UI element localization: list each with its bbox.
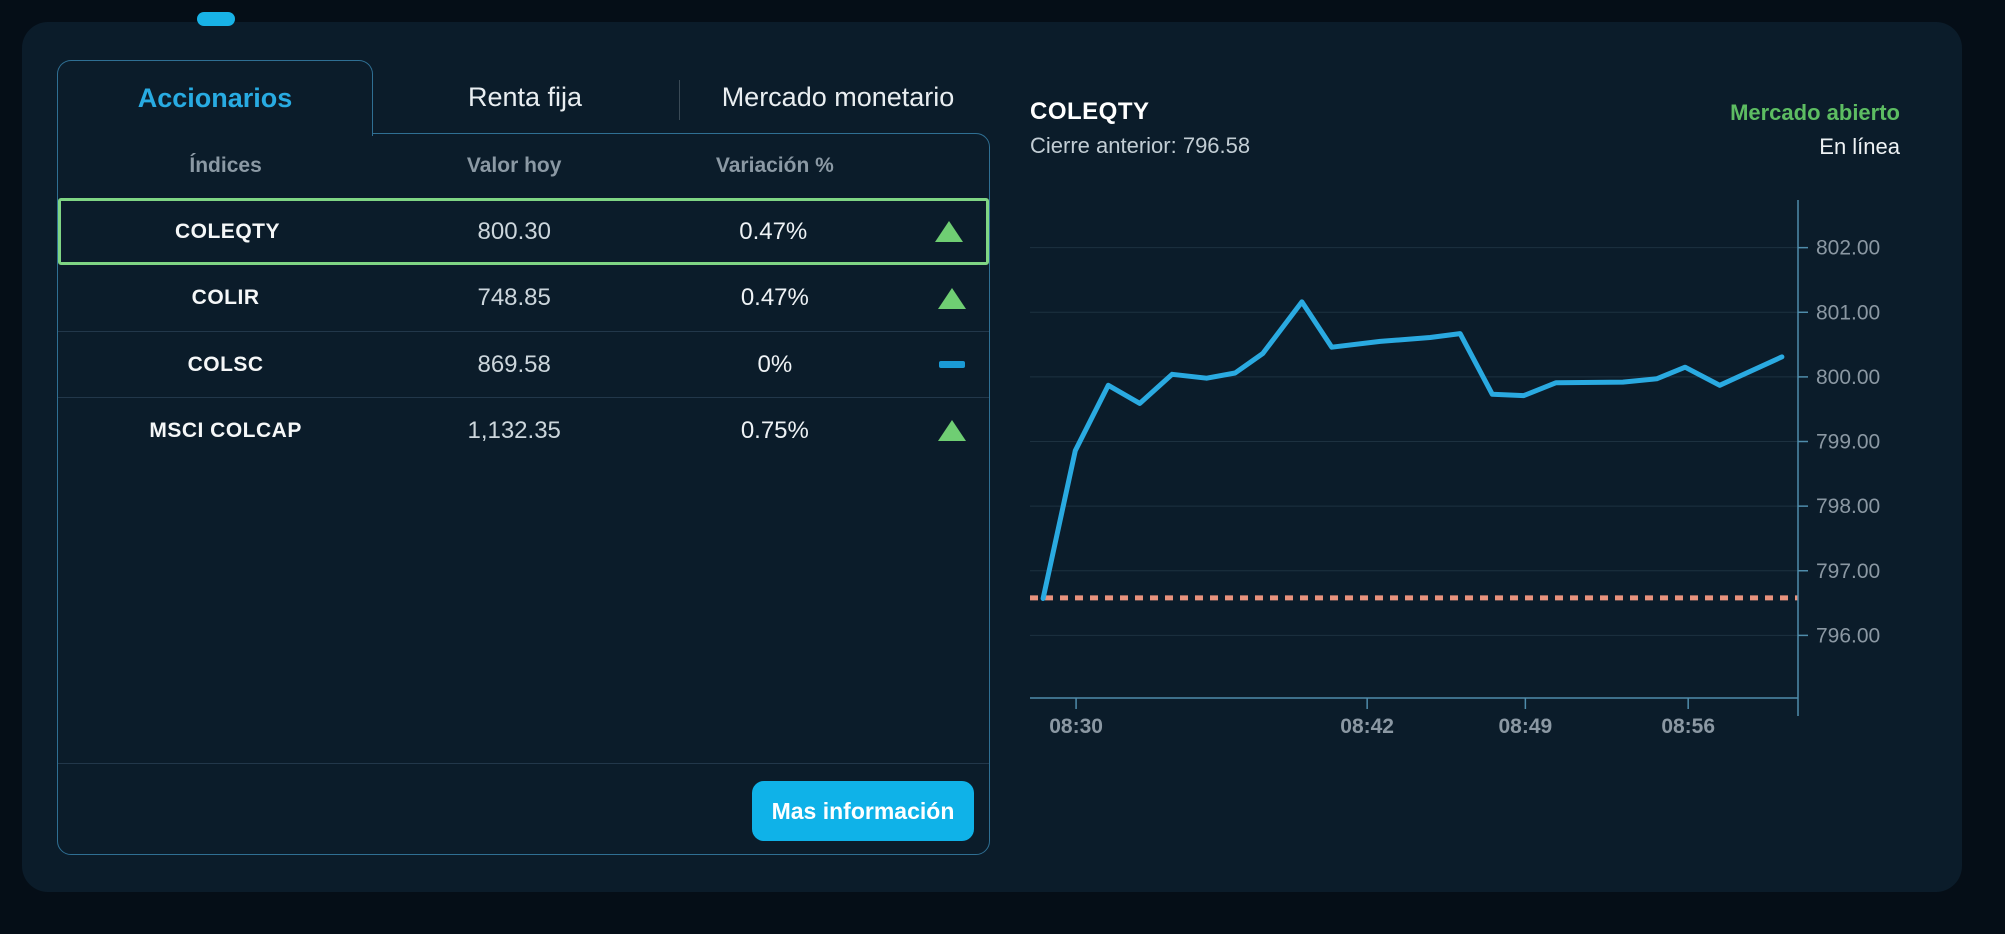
index-variation: 0.47%	[739, 217, 808, 245]
tab-divider	[679, 80, 680, 120]
indices-table: COLEQTY 800.30 0.47% COLIR 748.85 0.47% COLSC 8…	[58, 198, 989, 463]
tab-mercado-monetario-label: Mercado monetario	[721, 82, 955, 112]
y-tick-label: 799.00	[1816, 431, 1880, 454]
y-tick-label: 796.00	[1816, 624, 1880, 647]
market-status-block: Mercado abierto En línea	[1730, 100, 1900, 160]
previous-close-text: Cierre anterior: 796.58	[1030, 133, 1251, 158]
y-tick-label: 800.00	[1816, 366, 1880, 389]
trend-flat-icon	[938, 361, 965, 368]
table-row-colsc[interactable]: COLSC 869.58 0%	[58, 331, 989, 397]
y-tick-label: 801.00	[1816, 301, 1880, 324]
x-tick-label: 08:42	[1340, 715, 1394, 738]
y-tick-label: 798.00	[1816, 495, 1880, 518]
tab-renta-fija-label: Renta fija	[467, 82, 583, 112]
index-trend-cell	[912, 221, 986, 242]
table-header-row: Índices Valor hoy Variación %	[58, 134, 989, 198]
header-indices: Índices	[189, 154, 262, 177]
chart-symbol: COLEQTY	[1030, 98, 1150, 125]
tab-accionarios-label: Accionarios	[137, 83, 293, 113]
x-tick-label: 08:56	[1661, 715, 1715, 738]
index-variation: 0.47%	[740, 284, 809, 311]
x-tick-label: 08:30	[1049, 715, 1103, 738]
index-value: 869.58	[477, 350, 551, 378]
market-status: Mercado abierto	[1730, 100, 1900, 125]
table-row-colir[interactable]: COLIR 748.85 0.47%	[58, 265, 989, 331]
price-line	[1040, 299, 1785, 601]
index-value: 1,132.35	[467, 416, 561, 444]
index-name: COLIR	[191, 286, 260, 309]
header-valor-hoy: Valor hoy	[466, 154, 562, 177]
chart-title-block: COLEQTY Cierre anterior: 796.58	[1030, 98, 1250, 159]
index-variation: 0.75%	[740, 416, 809, 444]
index-trend-cell	[915, 420, 989, 441]
tab-mercado-monetario[interactable]: Mercado monetario	[682, 60, 994, 135]
top-tab-indicator	[197, 12, 235, 26]
tab-renta-fija[interactable]: Renta fija	[395, 60, 655, 135]
header-variacion: Variación %	[715, 154, 834, 177]
trend-up-icon	[935, 221, 963, 242]
table-row-coleqty[interactable]: COLEQTY 800.30 0.47%	[58, 198, 989, 265]
table-row-msci-colcap[interactable]: MSCI COLCAP 1,132.35 0.75%	[58, 397, 989, 463]
index-variation: 0%	[757, 350, 793, 378]
intraday-line-chart: 802.00 801.00 800.00 799.00 798.00 797.00 796.…	[1030, 200, 1880, 738]
connection-status: En línea	[1819, 134, 1900, 159]
index-name: COLSC	[187, 352, 264, 376]
more-info-button[interactable]: Mas información	[752, 781, 974, 841]
y-tick-label: 802.00	[1816, 237, 1880, 260]
index-name: COLEQTY	[174, 219, 280, 243]
index-value: 800.30	[477, 217, 551, 245]
main-panel: Accionarios Renta fija Mercado monetario…	[22, 22, 1962, 892]
index-trend-cell	[915, 361, 989, 368]
indices-panel: Índices Valor hoy Variación % COLEQTY 800…	[57, 133, 990, 855]
index-name: MSCI COLCAP	[149, 418, 302, 442]
index-trend-cell	[915, 287, 989, 309]
tab-accionarios[interactable]: Accionarios	[57, 60, 373, 136]
panel-divider	[58, 763, 989, 764]
trend-up-icon	[937, 287, 966, 309]
trend-up-icon	[937, 420, 966, 441]
index-value: 748.85	[477, 284, 551, 311]
y-tick-label: 797.00	[1816, 560, 1880, 583]
x-tick-label: 08:49	[1499, 715, 1553, 738]
